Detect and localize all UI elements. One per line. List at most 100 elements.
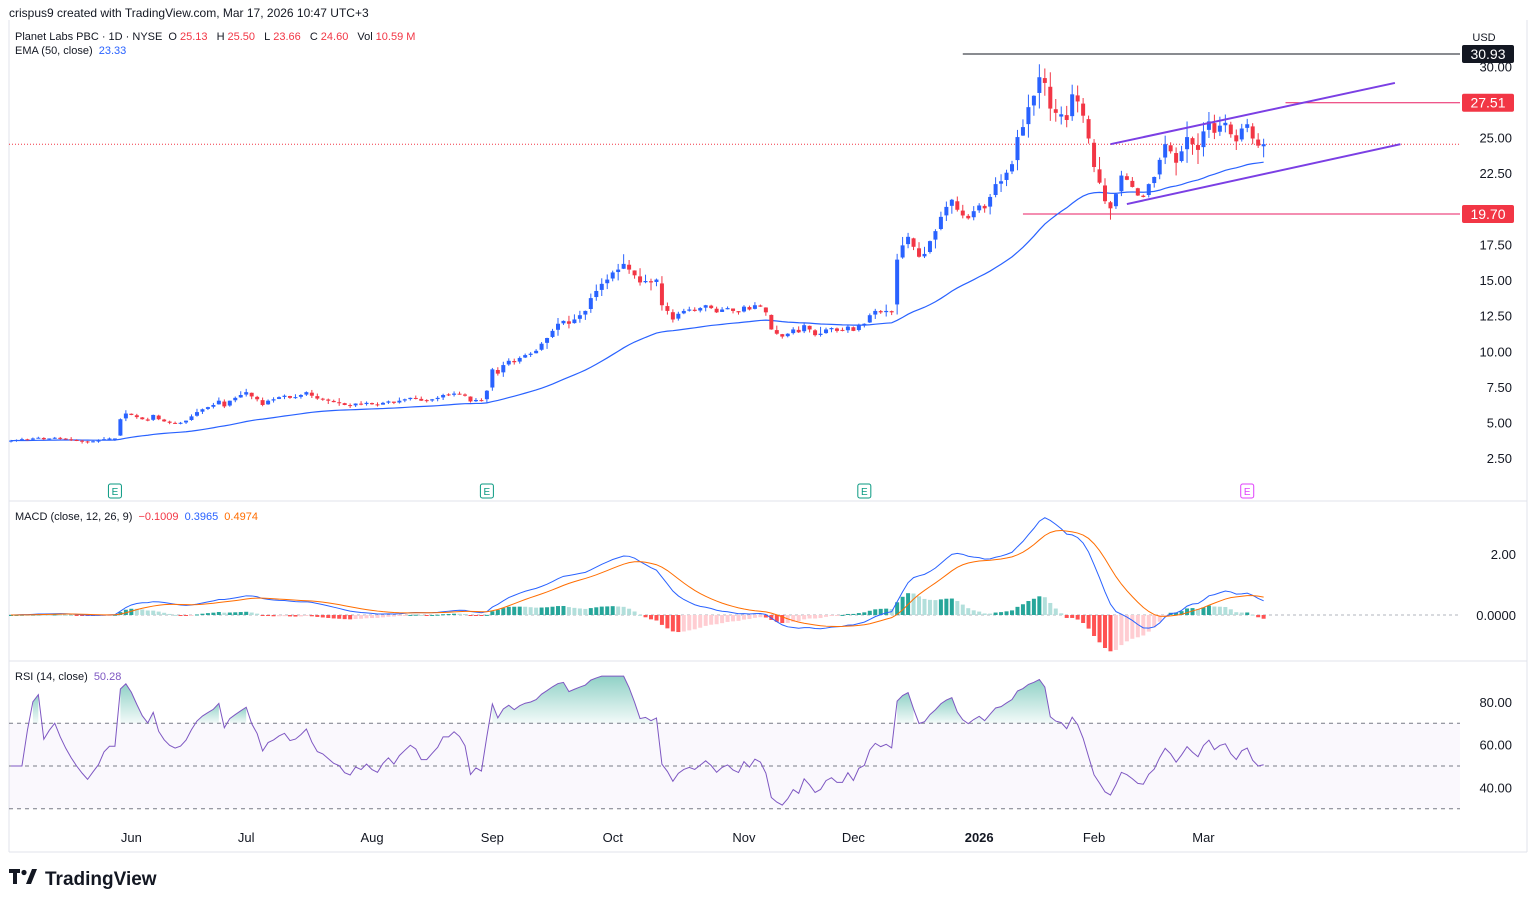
macd-hist-bar [140,609,145,615]
macd-hist-bar [1217,606,1222,615]
candle-body [616,269,621,273]
macd-hist-bar [627,608,632,615]
candle-body [490,369,495,388]
macd-hist-bar [255,613,260,615]
candle-body [282,395,287,397]
macd-hist-bar [1086,615,1091,629]
macd-hist-bar [1256,615,1261,618]
candle-body [993,184,998,196]
macd-hist-bar [621,606,626,615]
candle-body [796,329,801,333]
candle [287,395,292,399]
candle [862,323,867,328]
candle-body [731,308,736,311]
candle [785,333,790,338]
candle [80,439,85,444]
price-tick-label: 17.50 [1479,237,1512,252]
candle [353,403,358,407]
candle [364,401,369,406]
candle-body [184,420,189,423]
macd-hist-bar [1075,615,1080,620]
macd-hist-bar [703,615,708,626]
candle-body [758,305,763,307]
macd-hist-bar [506,606,511,615]
price-tick-label: 12.50 [1479,309,1512,324]
candle [435,396,440,402]
macd-hist-bar [112,614,117,616]
candle [1141,194,1146,198]
candle-body [845,326,850,331]
candle [118,418,123,436]
candle [348,403,353,408]
macd-hist-bar [233,612,238,615]
candle [1146,183,1151,198]
time-label: Aug [360,830,383,845]
candle [1053,99,1058,122]
candle [452,391,457,397]
macd-hist-bar [266,615,271,617]
macd-hist-bar [731,615,736,622]
candle-body [85,441,90,443]
candle [911,237,916,251]
macd-hist-bar [687,615,692,631]
macd-hist-bar [867,610,872,615]
macd-hist-bar [993,612,998,615]
macd-hist-bar [1020,604,1025,615]
candle [878,309,883,314]
candle-body [304,392,309,395]
macd-hist-bar [1081,615,1086,623]
macd-hist-bar [320,615,325,618]
candle-body [402,399,407,401]
candle [402,398,407,403]
candle [506,358,511,366]
candle-body [457,393,462,395]
macd-hist-bar [763,615,768,618]
candle-body [25,439,30,441]
rsi-overbought-fill [897,692,914,724]
macd-hist-bar [632,611,637,615]
macd-hist-bar [457,613,462,615]
candle-body [293,397,298,399]
candle-body [698,308,703,311]
candle-body [670,312,675,320]
candle [282,394,287,400]
candle [1239,123,1244,142]
candle-body [501,365,506,373]
candle-body [1168,145,1173,152]
candle [337,398,342,406]
rsi-tick-label: 80.00 [1479,695,1512,710]
candle [342,402,347,406]
macd-signal-line [10,529,1264,627]
candle [1010,160,1015,175]
macd-hist-bar [949,598,954,615]
macd-hist-bar [129,608,134,615]
candle [1042,68,1047,96]
candle-body [512,361,517,363]
candle [824,327,829,334]
candle-body [594,290,599,298]
candle-body [63,438,68,440]
candle [566,315,571,329]
macd-hist-bar [1119,615,1124,646]
macd-hist-bar [884,608,889,615]
candle [277,396,282,400]
macd-hist-bar [566,607,571,615]
candle [561,320,566,325]
macd-hist-bar [134,608,139,615]
price-axis: 30.0025.0022.5020.0017.5015.0012.5010.00… [1479,59,1512,466]
macd-hist-bar [938,599,943,615]
tradingview-logo[interactable]: TradingView [9,868,157,892]
candle [320,397,325,401]
candle-body [162,419,167,422]
candle-body [441,395,446,398]
candle-body [216,400,221,405]
candle-body [1228,124,1233,135]
candle-body [47,438,52,440]
candle-body [397,400,402,403]
macd-hist-bar [1146,615,1151,632]
candle [1026,94,1031,138]
candle [670,309,675,323]
candle-body [167,421,172,423]
rsi-overbought-fill [492,676,657,724]
